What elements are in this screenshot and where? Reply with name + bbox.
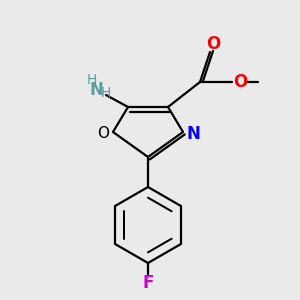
Text: N: N	[186, 125, 200, 143]
Text: O: O	[97, 127, 109, 142]
Text: N: N	[89, 81, 103, 99]
Text: F: F	[142, 274, 154, 292]
Text: H: H	[101, 86, 111, 100]
Text: O: O	[233, 73, 247, 91]
Text: O: O	[206, 35, 220, 53]
Text: H: H	[87, 73, 97, 87]
